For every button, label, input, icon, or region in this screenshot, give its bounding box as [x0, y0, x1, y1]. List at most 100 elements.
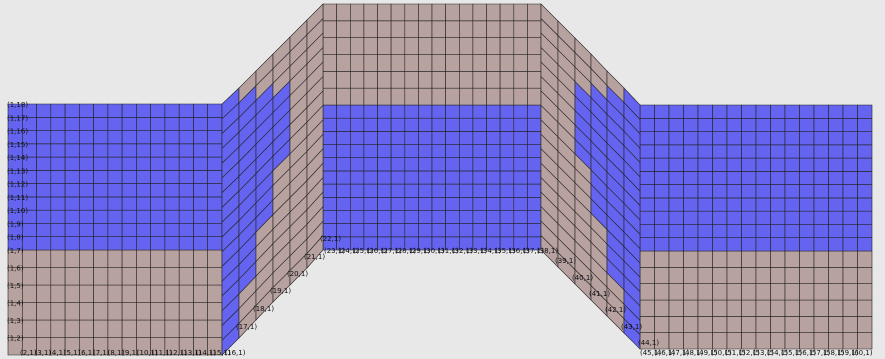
- mesh-cell: [207, 209, 223, 224]
- mesh-cell: [639, 171, 655, 185]
- mesh-cell: [527, 3, 542, 22]
- mesh-cell: [404, 183, 419, 198]
- mesh-cell: [107, 130, 123, 145]
- mesh-cell: [499, 104, 515, 119]
- mesh-cell: [755, 315, 771, 334]
- mesh-cell: [813, 104, 829, 119]
- mesh-cell: [107, 302, 123, 321]
- mesh-cell: [107, 156, 123, 171]
- mesh-cell: [178, 249, 194, 268]
- mesh-cell: [445, 3, 460, 22]
- mesh-cell: [842, 237, 858, 252]
- mesh-cell: [683, 104, 699, 119]
- mesh-cell: [150, 209, 166, 224]
- mesh-cell: [136, 183, 151, 198]
- node-label-top-floor: (31,1): [438, 247, 459, 255]
- mesh-cell: [472, 183, 487, 198]
- mesh-cell: [683, 118, 699, 132]
- node-label-bottom-right: (52,1): [739, 349, 760, 357]
- mesh-cell: [418, 20, 433, 39]
- mesh-cell: [322, 20, 337, 39]
- mesh-cell: [799, 332, 815, 350]
- mesh-cell: [842, 283, 858, 301]
- mesh-cell: [349, 197, 365, 211]
- mesh-cell: [121, 156, 137, 171]
- mesh-cell: [390, 157, 406, 172]
- node-label-bottom-right: (55,1): [781, 349, 802, 357]
- mesh-cell: [64, 236, 80, 251]
- node-label-right-slope: (41,1): [589, 290, 610, 298]
- mesh-cell: [193, 249, 208, 268]
- mesh-cell: [842, 266, 858, 285]
- mesh-cell: [527, 54, 542, 72]
- node-label-bottom-left: (2,1): [20, 349, 37, 357]
- mesh-cell: [527, 223, 542, 238]
- mesh-cell: [668, 131, 684, 146]
- node-label-bottom-left: (4,1): [49, 349, 66, 357]
- mesh-cell: [349, 170, 365, 185]
- node-label-left-column: (1,13): [7, 167, 28, 175]
- mesh-cell: [527, 210, 542, 224]
- mesh-cell: [164, 284, 180, 303]
- mesh-cell: [499, 71, 515, 89]
- mesh-cell: [813, 131, 829, 146]
- mesh-cell: [857, 266, 873, 285]
- mesh-cell: [623, 87, 641, 121]
- node-label-top-floor: (29,1): [409, 247, 430, 255]
- mesh-cell: [445, 37, 460, 55]
- mesh-cell: [121, 103, 137, 118]
- mesh-cell: [813, 332, 829, 350]
- mesh-cell: [683, 299, 699, 317]
- mesh-cell: [472, 37, 487, 55]
- mesh-cell: [755, 250, 771, 268]
- mesh-cell: [712, 315, 728, 334]
- mesh-cell: [377, 144, 392, 158]
- mesh-cell: [93, 302, 109, 321]
- mesh-cell: [842, 299, 858, 317]
- mesh-cell: [93, 130, 109, 145]
- node-label-left-column: (1,14): [7, 154, 28, 162]
- mesh-cell: [50, 103, 66, 118]
- mesh-cell: [458, 104, 474, 119]
- mesh-cell: [527, 131, 542, 145]
- mesh-cell: [50, 209, 66, 224]
- mesh-cell: [445, 170, 460, 185]
- mesh-cell: [683, 250, 699, 268]
- mesh-cell: [654, 144, 670, 159]
- mesh-cell: [50, 223, 66, 237]
- mesh-cell: [93, 196, 109, 211]
- mesh-cell: [431, 223, 446, 238]
- mesh-cell: [64, 117, 80, 131]
- mesh-cell: [755, 144, 771, 159]
- mesh-cell: [458, 20, 474, 39]
- node-label-bottom-left: (5,1): [64, 349, 81, 357]
- mesh-cell: [784, 184, 800, 199]
- mesh-cell: [431, 37, 446, 55]
- mesh-cell: [164, 196, 180, 211]
- mesh-cell: [697, 224, 713, 238]
- mesh-cell: [445, 104, 460, 119]
- mesh-cell: [499, 144, 515, 158]
- node-label-left-column: (1,17): [7, 114, 28, 122]
- mesh-cell: [363, 223, 378, 238]
- mesh-cell: [404, 87, 419, 106]
- mesh-cell: [404, 170, 419, 185]
- mesh-cell: [842, 118, 858, 132]
- mesh-cell: [418, 71, 433, 89]
- node-label-top-floor: (38,1): [537, 247, 558, 255]
- mesh-cell: [668, 266, 684, 285]
- mesh-cell: [770, 210, 786, 225]
- node-label-left-column: (1,16): [7, 128, 28, 136]
- mesh-cell: [79, 117, 94, 131]
- mesh-cell: [121, 196, 137, 211]
- mesh-cell: [784, 283, 800, 301]
- mesh-cell: [178, 103, 194, 118]
- mesh-cell: [193, 170, 208, 184]
- mesh-cell: [431, 197, 446, 211]
- mesh-cell: [857, 332, 873, 350]
- mesh-cell: [377, 183, 392, 198]
- mesh-cell: [36, 319, 52, 338]
- mesh-cell: [741, 283, 757, 301]
- mesh-cell: [784, 224, 800, 238]
- mesh-cell: [784, 299, 800, 317]
